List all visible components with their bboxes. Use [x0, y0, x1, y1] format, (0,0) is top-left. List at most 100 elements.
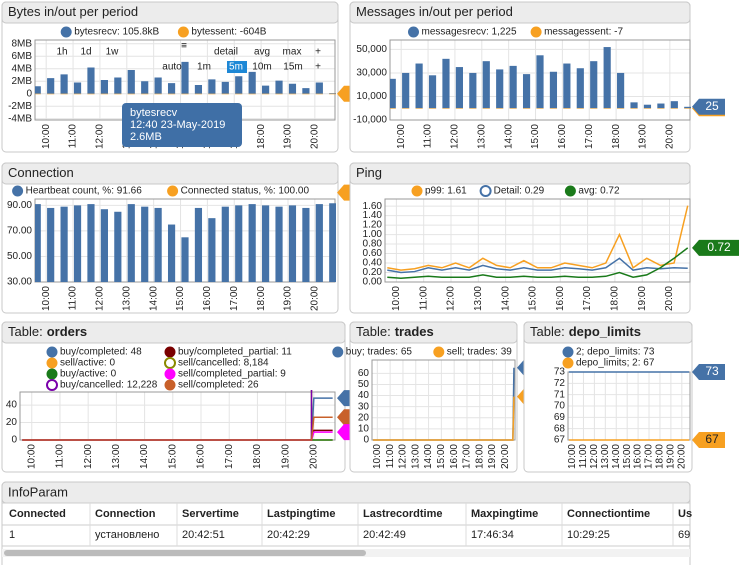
legend-label[interactable]: sell/active: 0 [60, 358, 115, 369]
scrollbar-thumb[interactable] [4, 550, 366, 556]
legend-marker[interactable] [60, 26, 72, 38]
legend-marker[interactable] [164, 379, 176, 391]
bar [208, 79, 216, 94]
legend-label[interactable]: p99: 1.61 [425, 186, 467, 197]
panel-title: Ping [356, 165, 382, 180]
toolbar-button[interactable]: 1m [197, 62, 211, 73]
toolbar-button[interactable]: 15m [283, 62, 302, 73]
x-tick-label: 16:00 [202, 286, 213, 311]
bar [684, 108, 691, 109]
toolbar-button[interactable]: + [315, 62, 321, 73]
bar [262, 205, 270, 282]
bar [482, 108, 490, 109]
x-tick-label: 10:00 [372, 444, 383, 469]
badge-label: 25 [705, 99, 719, 113]
legend-marker[interactable] [479, 185, 492, 197]
legend-marker[interactable] [46, 346, 58, 358]
y-tick-label: 0 [26, 88, 32, 99]
legend-marker[interactable] [164, 357, 176, 369]
legend-label[interactable]: sell; trades: 39 [447, 347, 512, 358]
toolbar-button[interactable]: auto [162, 62, 182, 73]
bar [235, 93, 243, 95]
bar [100, 93, 108, 95]
toolbar-button[interactable]: max [283, 47, 302, 58]
legend-label[interactable]: depo_limits; 2: 67 [576, 358, 655, 369]
table-cell: 20:42:51 [182, 529, 225, 541]
panel-title: Connection [8, 165, 74, 180]
bar [576, 68, 584, 109]
legend-marker[interactable] [46, 379, 58, 391]
bar [390, 78, 396, 109]
toolbar-button[interactable]: ≡ [181, 41, 187, 52]
x-tick-label: 17:00 [229, 286, 240, 311]
bar [87, 67, 95, 94]
title-prefix: Table: [356, 324, 391, 339]
legend-label[interactable]: Heartbeat count, %: 91.66 [26, 186, 143, 197]
y-tick-label: 0 [11, 435, 17, 446]
legend-marker[interactable] [562, 357, 574, 369]
bar [288, 83, 297, 94]
x-tick-label: 14:00 [611, 444, 622, 469]
title-name: trades [395, 324, 434, 339]
panel-header [523, 321, 693, 344]
toolbar-button[interactable]: + [315, 47, 321, 58]
table-cell: установлено [95, 529, 159, 541]
legend-label[interactable]: Connected status, %: 100.00 [181, 186, 310, 197]
toolbar-button[interactable]: detail [214, 47, 238, 58]
legend-marker[interactable] [12, 185, 24, 197]
bar [60, 93, 68, 95]
legend-marker[interactable] [46, 357, 58, 369]
bar [35, 204, 41, 282]
bar [73, 205, 82, 282]
legend-label[interactable]: sell/completed: 26 [178, 380, 259, 391]
badge-label: 67 [705, 432, 719, 446]
bar [181, 61, 189, 94]
legend-label[interactable]: messagessent: -7 [544, 27, 623, 38]
legend-marker[interactable] [433, 346, 445, 358]
toolbar-button[interactable]: 10m [252, 62, 271, 73]
x-tick-label: 19:00 [280, 444, 291, 469]
toolbar-button[interactable]: 1w [106, 47, 120, 58]
legend-label[interactable]: avg: 0.72 [578, 186, 620, 197]
x-tick-label: 17:00 [462, 444, 473, 469]
legend-marker[interactable] [164, 346, 176, 358]
x-tick-label: 11:00 [385, 444, 396, 469]
legend-label[interactable]: bytesrecv: 105.8kB [74, 27, 159, 38]
legend-marker[interactable] [332, 346, 344, 358]
toolbar-button[interactable]: avg [254, 47, 270, 58]
x-tick-label: 12:00 [83, 444, 94, 469]
legend-label[interactable]: buy/completed_partial: 11 [178, 347, 292, 358]
panel-header [1, 1, 339, 24]
legend-label[interactable]: buy/completed: 48 [60, 347, 142, 358]
legend-label[interactable]: bytessent: -604B [191, 27, 266, 38]
toolbar-selected[interactable] [227, 61, 247, 73]
legend-label[interactable]: 2; depo_limits: 73 [576, 347, 655, 358]
legend-marker[interactable] [164, 368, 176, 380]
legend-marker[interactable] [177, 26, 189, 38]
legend-label[interactable]: buy; trades: 65 [346, 347, 413, 358]
legend-label[interactable]: buy/cancelled: 12,228 [60, 380, 158, 391]
bar [603, 47, 611, 109]
legend-marker[interactable] [167, 185, 179, 197]
y-tick-label: 8MB [11, 38, 32, 49]
x-tick-label: 12:00 [450, 124, 461, 149]
legend-marker[interactable] [411, 185, 423, 197]
table-header: Connection [95, 508, 156, 520]
y-tick-label: 30 [358, 401, 370, 412]
toolbar-button[interactable]: 1d [80, 47, 91, 58]
panel-title: Messages in/out per period [356, 4, 513, 19]
legend-marker[interactable] [564, 185, 576, 197]
legend-marker[interactable] [46, 368, 58, 380]
legend-label[interactable]: Detail: 0.29 [494, 186, 545, 197]
legend-label[interactable]: sell/cancelled: 8,184 [178, 358, 269, 369]
legend-label[interactable]: sell/completed_partial: 9 [178, 369, 286, 380]
toolbar-button[interactable]: 1h [56, 47, 67, 58]
legend-marker[interactable] [562, 346, 574, 358]
toolbar-button[interactable]: 5m [229, 62, 243, 73]
legend-label[interactable]: buy/active: 0 [60, 369, 117, 380]
legend-marker[interactable] [530, 26, 542, 38]
bar [522, 108, 531, 109]
bar [167, 93, 176, 95]
legend-label[interactable]: messagesrecv: 1,225 [422, 27, 517, 38]
legend-marker[interactable] [408, 26, 419, 38]
